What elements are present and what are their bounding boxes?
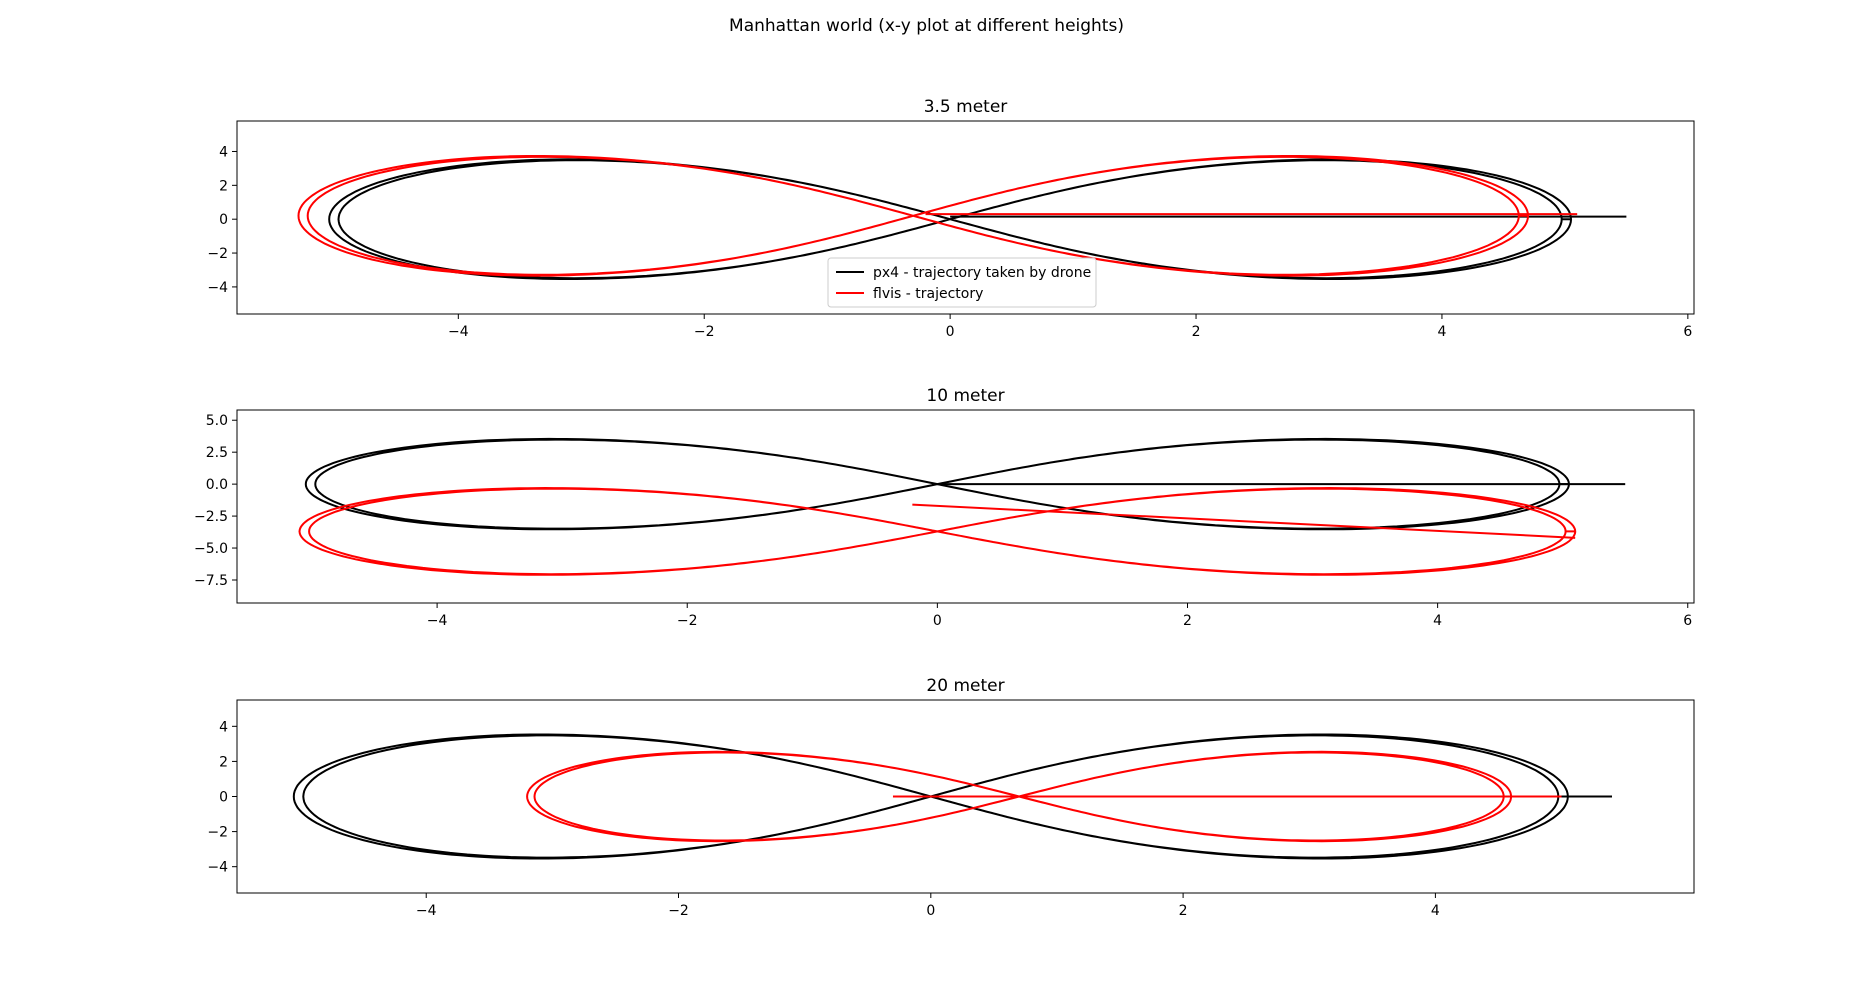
y-tick-label: 2.5 [206, 445, 228, 461]
subplot-title: 3.5 meter [924, 97, 1008, 117]
y-tick-label: −4 [207, 860, 228, 876]
subplot-title: 20 meter [926, 676, 1004, 696]
x-tick-label: 4 [1437, 324, 1446, 340]
y-tick-label: 4 [219, 719, 228, 735]
x-tick-label: 2 [1183, 613, 1192, 629]
legend: px4 - trajectory taken by drone flvis - t… [827, 257, 1097, 308]
y-tick-label: 2 [219, 754, 228, 770]
x-tick-label: 2 [1179, 903, 1188, 919]
y-tick-label: 0 [219, 212, 228, 228]
y-tick-label: 2 [219, 178, 228, 194]
y-tick-label: −2.5 [194, 509, 228, 525]
series-group [297, 155, 1627, 280]
y-tick-label: −7.5 [194, 573, 228, 589]
x-tick-label: −4 [427, 613, 448, 629]
x-tick-label: −4 [416, 903, 437, 919]
series-tail-flvis [912, 503, 1576, 539]
subplot-title: 10 meter [926, 386, 1004, 406]
y-tick-label: −2 [207, 825, 228, 841]
x-tick-label: −4 [448, 324, 469, 340]
axes-frame [236, 409, 1695, 604]
series-group [292, 733, 1613, 860]
x-tick-label: −2 [677, 613, 698, 629]
x-tick-label: 4 [1433, 613, 1442, 629]
series-line-flvis [298, 486, 1577, 576]
series-line-flvis [297, 155, 1530, 277]
subplot-1: 3.5 meter −4 −2 0 2 4 6 −4 −2 0 2 4 px4 - trajectory… [207, 97, 1695, 340]
x-tick-label: 0 [933, 613, 942, 629]
x-tick-label: −2 [694, 324, 715, 340]
x-tick-label: 0 [946, 324, 955, 340]
y-tick-label: 0.0 [206, 477, 228, 493]
series-group [298, 437, 1626, 576]
x-tick-label: 2 [1192, 324, 1201, 340]
x-tick-label: 6 [1683, 613, 1692, 629]
x-tick-label: 4 [1431, 903, 1440, 919]
figure-title: Manhattan world (x-y plot at different h… [729, 16, 1124, 36]
x-tick-label: 6 [1683, 324, 1692, 340]
y-tick-label: 5.0 [206, 413, 228, 429]
y-tick-label: −5.0 [194, 541, 228, 557]
legend-label-flvis: flvis - trajectory [873, 286, 983, 302]
subplot-2: 10 meter −4 −2 0 2 4 6 5.0 2.5 0.0 −2.5 −5.0 −7.5 [194, 386, 1695, 629]
y-tick-label: −4 [207, 280, 228, 296]
x-tick-label: −2 [668, 903, 689, 919]
axes-frame [236, 120, 1695, 315]
y-tick-label: −2 [207, 246, 228, 262]
legend-box [827, 257, 1097, 308]
x-tick-label: 0 [926, 903, 935, 919]
subplot-3: 20 meter −4 −2 0 2 4 4 2 0 −2 −4 [207, 676, 1695, 919]
y-tick-label: 4 [219, 144, 228, 160]
legend-label-px4: px4 - trajectory taken by drone [873, 265, 1091, 281]
series-line-px4 [328, 158, 1573, 280]
y-tick-label: 0 [219, 790, 228, 806]
